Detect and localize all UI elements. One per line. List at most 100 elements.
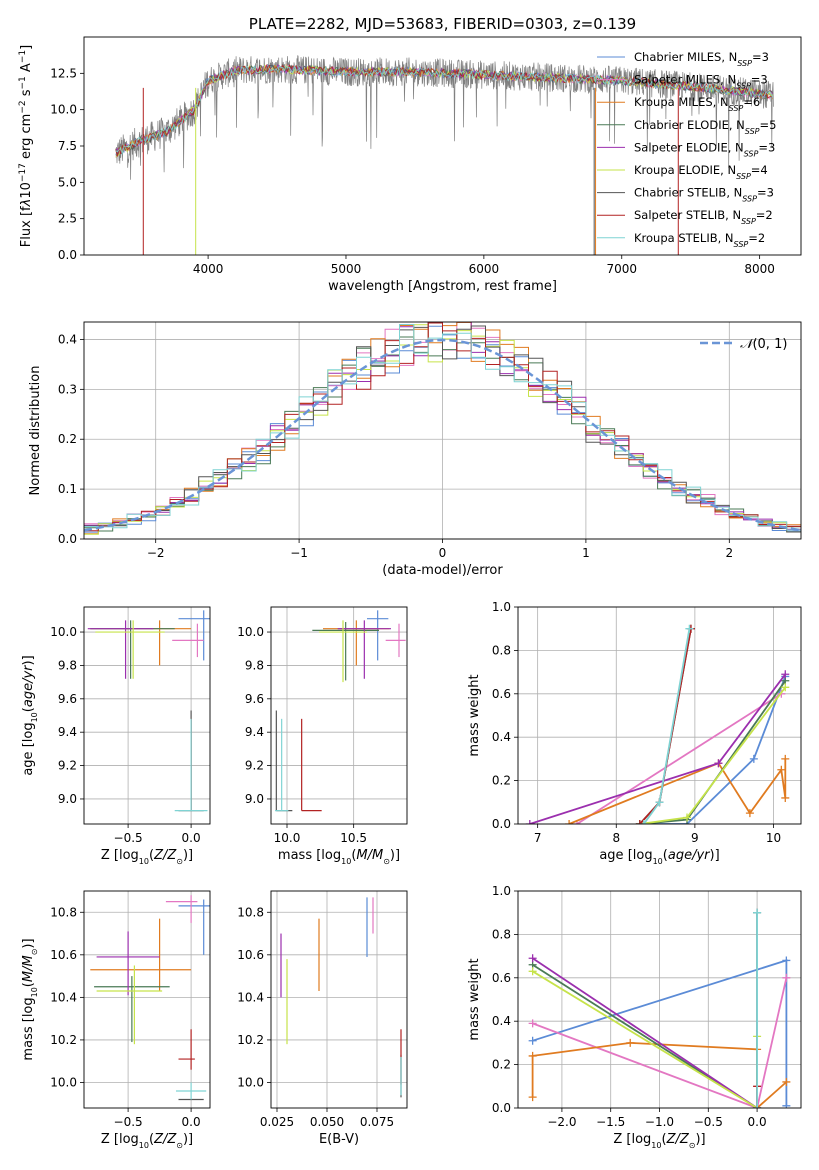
y-tick-label: 12.5 <box>50 66 77 80</box>
y-tick-label: 9.0 <box>245 792 264 806</box>
x-tick-label: 0 <box>439 546 447 560</box>
x-tick-label: 8 <box>612 831 620 845</box>
plot-area-age_vs_Z <box>87 610 210 812</box>
legend-label-kroupa_stelib: Kroupa STELIB, NSSP=2 <box>634 231 765 249</box>
x-axis-label: E(B-V) <box>319 1132 359 1147</box>
plot-area-spectrum <box>115 55 774 255</box>
y-tick-label: 9.6 <box>58 692 77 706</box>
series-kroupa_miles-marker <box>782 1077 791 1086</box>
y-axis-label: mass weight <box>467 674 482 756</box>
y-tick-label: 9.8 <box>58 658 77 672</box>
axes-frame <box>83 606 211 825</box>
x-tick-label: 10.5 <box>340 831 367 845</box>
y-tick-label: 0.6 <box>492 971 511 985</box>
x-tick-label: 7 <box>534 831 542 845</box>
series-kroupa_miles-line <box>531 1041 787 1108</box>
y-tick-label: 9.2 <box>58 759 77 773</box>
plot-area-mass_vs_ebv <box>280 897 402 1098</box>
legend-label-salpeter_elodie: Salpeter ELODIE, NSSP=3 <box>634 140 775 158</box>
legend-label-chabrier_elodie: Chabrier ELODIE, NSSP=5 <box>634 118 776 136</box>
y-tick-label: 10.0 <box>237 625 264 639</box>
x-axis-label: wavelength [Angstrom, rest frame] <box>328 279 557 294</box>
series-salpeter_miles-marker <box>782 973 791 982</box>
plot-area-mass_weight_vs_Z <box>528 908 791 1108</box>
y-tick-label: 10.0 <box>50 625 77 639</box>
y-tick-label: 0.8 <box>492 927 511 941</box>
x-tick-label: 0.0 <box>182 1115 201 1129</box>
y-tick-label: 0.4 <box>58 332 77 346</box>
y-tick-label: 10.0 <box>50 1075 77 1089</box>
axes-frame <box>83 36 802 256</box>
observed-spectrum-line <box>115 55 774 180</box>
series-kroupa_miles-marker <box>626 1038 635 1047</box>
x-tick-label: 6000 <box>469 262 500 276</box>
series-salpeter_miles-line <box>532 977 788 1108</box>
y-axis-label: mass weight <box>467 958 482 1040</box>
x-axis-label: (data-model)/error <box>382 563 503 578</box>
x-tick-label: 10 <box>766 831 781 845</box>
axes-frame <box>270 606 408 825</box>
x-tick-label: 2 <box>725 546 733 560</box>
x-tick-label: 0.050 <box>310 1115 344 1129</box>
series-chabrier_miles-marker <box>782 1101 791 1108</box>
panel-mass_vs_Z: −0.5 0.0 10.0 10.2 10.4 10.6 10.8 Z [log10(Z/Z⊙… <box>21 890 211 1150</box>
series-salpeter_elodie-marker <box>781 670 790 679</box>
series-kroupa_stelib-marker <box>753 1104 762 1108</box>
y-tick-label: 1.0 <box>492 884 511 898</box>
series-chabrier_miles-line <box>639 676 787 824</box>
x-tick-label: −2.0 <box>547 1115 576 1129</box>
x-tick-label: −1.5 <box>596 1115 625 1129</box>
y-tick-label: 0.2 <box>58 432 77 446</box>
y-tick-label: 0.4 <box>492 1014 511 1028</box>
series-salpeter_miles-line <box>576 693 782 824</box>
panel-residuals: −2 −1 0 1 2 0.0 0.1 0.2 0.3 0.4 (data-model)/error… <box>28 321 802 578</box>
legend-label-salpeter_miles: Salpeter MILES, NSSP=3 <box>634 73 768 91</box>
y-tick-label: 10.0 <box>50 103 77 117</box>
series-salpeter_elodie-line <box>532 957 758 1108</box>
y-axis-label: Normed distribution <box>28 366 43 496</box>
series-kroupa_miles-marker <box>781 754 790 763</box>
series-chabrier_miles-marker <box>749 754 758 763</box>
normal-curve-line <box>84 338 801 532</box>
x-tick-label: 0.0 <box>748 1115 767 1129</box>
y-tick-label: 0.2 <box>492 1058 511 1072</box>
x-axis-label: Z [log10(Z/Z⊙)] <box>101 848 193 866</box>
y-tick-label: 9.4 <box>58 725 77 739</box>
series-kroupa_miles-marker <box>777 765 786 774</box>
y-tick-label: 0.4 <box>492 730 511 744</box>
y-tick-label: 5.0 <box>58 175 77 189</box>
axes-frame <box>517 606 802 825</box>
y-tick-label: 10.6 <box>50 948 77 962</box>
series-kroupa_miles-marker <box>745 809 754 818</box>
x-tick-label: 0.025 <box>260 1115 294 1129</box>
series-kroupa_elodie-marker <box>781 683 790 692</box>
legend-label-normal: 𝒩(0, 1) <box>740 337 787 352</box>
series-kroupa_stelib-marker <box>639 820 648 824</box>
y-tick-label: 10.2 <box>50 1033 77 1047</box>
x-tick-label: 8000 <box>744 262 775 276</box>
x-axis-label: Z [log10(Z/Z⊙)] <box>101 1132 193 1150</box>
panel-mass_vs_ebv: 0.025 0.050 0.075 10.0 10.2 10.4 10.6 10.8 E(B-V… <box>237 890 408 1147</box>
series-chabrier_miles-marker <box>782 956 791 965</box>
series-kroupa_stelib-marker <box>655 798 664 807</box>
y-axis-label: age [log10(age/yr)] <box>21 655 39 775</box>
x-tick-label: −1.0 <box>645 1115 674 1129</box>
legend-label-chabrier_miles: Chabrier MILES, NSSP=3 <box>634 50 769 68</box>
series-salpeter_stelib-marker <box>635 820 644 824</box>
y-tick-label: 10.4 <box>50 990 77 1004</box>
x-tick-label: −2 <box>147 546 165 560</box>
plot-area-residuals <box>84 322 801 535</box>
y-tick-label: 9.0 <box>58 792 77 806</box>
plot-area-mass_weight_vs_age <box>525 624 790 824</box>
series-salpeter_elodie-marker <box>528 954 537 963</box>
x-tick-label: −0.5 <box>114 1115 143 1129</box>
series-salpeter_elodie-marker <box>714 759 723 768</box>
x-tick-label: 4000 <box>193 262 224 276</box>
y-tick-label: 0.1 <box>58 482 77 496</box>
y-tick-label: 0.6 <box>492 687 511 701</box>
chart-title: PLATE=2282, MJD=53683, FIBERID=0303, z=0… <box>249 15 636 33</box>
axes-frame <box>517 890 802 1109</box>
y-axis-label: mass [log10(M/M⊙)] <box>21 938 39 1060</box>
y-tick-label: 0.0 <box>492 1101 511 1115</box>
